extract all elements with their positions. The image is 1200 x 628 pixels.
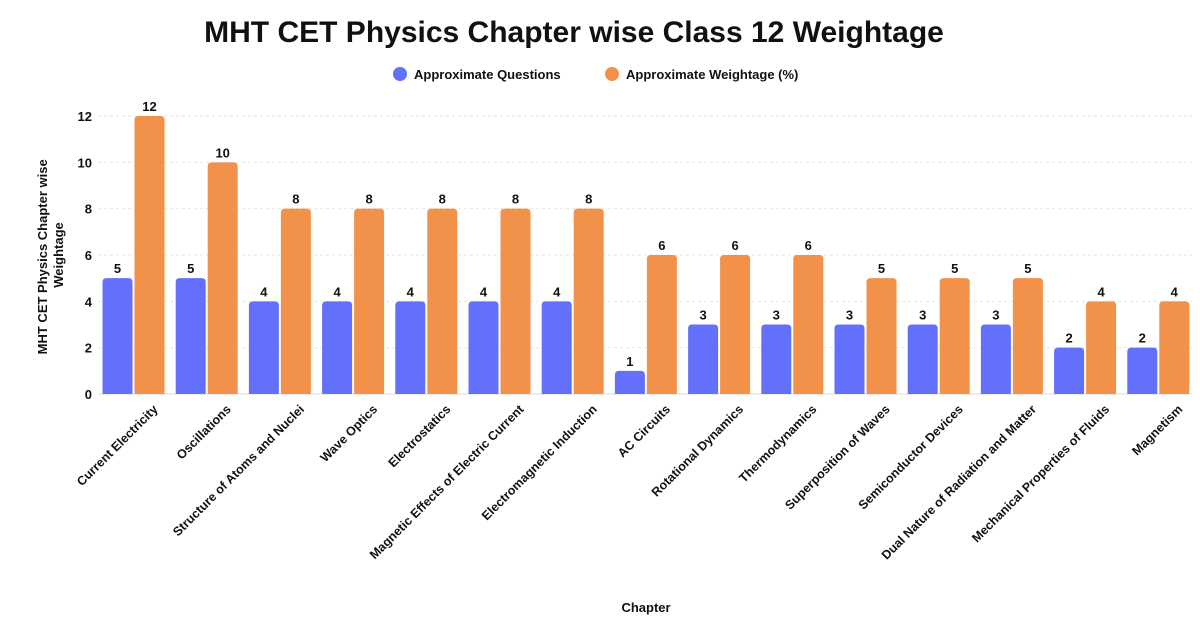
x-category-label: Wave Optics [318,402,381,465]
bar-approximate-questions [907,324,938,394]
legend-label: Approximate Weightage (%) [626,67,798,82]
legend-swatch [393,67,407,81]
y-tick-label: 6 [85,248,92,263]
data-label: 10 [215,145,229,160]
x-category-label: Dual Nature of Radiation and Matter [879,402,1039,562]
data-label: 4 [333,284,341,299]
y-tick-label: 10 [78,155,92,170]
x-category-label: Mechanical Properties of Fluids [969,402,1112,545]
legend-item: Approximate Weightage (%) [605,67,798,82]
data-label: 2 [1065,331,1072,346]
legend-label: Approximate Questions [414,67,561,82]
bar-approximate-questions [248,301,279,394]
bar-approximate-questions [322,301,353,394]
bar-approximate-questions [614,370,645,394]
bar-approximate-questions [688,324,719,394]
y-tick-label: 12 [78,109,92,124]
data-label: 3 [699,308,706,323]
chart-title: MHT CET Physics Chapter wise Class 12 We… [204,16,944,49]
data-label: 3 [773,308,780,323]
data-label: 8 [512,192,519,207]
data-label: 2 [1139,331,1146,346]
bar-approximate-weightage [939,278,970,394]
data-label: 5 [114,261,121,276]
data-label: 4 [1097,284,1105,299]
y-axis-title: MHT CET Physics Chapter wise Weightage [35,156,66,355]
bar-approximate-weightage [1159,301,1190,394]
data-label: 8 [365,192,372,207]
x-category-label: Electromagnetic Induction [479,402,600,523]
data-label: 4 [553,284,561,299]
y-axis-title-line-1: MHT CET Physics Chapter wise [35,159,50,354]
data-label: 1 [626,354,633,369]
data-label: 6 [731,238,738,253]
bar-approximate-weightage [1012,278,1043,394]
legend: Approximate Questions Approximate Weighta… [393,67,798,82]
y-axis-ticks: 0 2 4 6 8 10 12 [78,109,93,402]
bar-approximate-weightage [646,255,677,394]
y-tick-label: 0 [85,387,92,402]
bar-approximate-questions [468,301,499,394]
bar-approximate-questions [834,324,865,394]
x-axis-title: Chapter [621,600,670,615]
data-label: 8 [439,192,446,207]
y-tick-label: 8 [85,202,92,217]
x-category-label: Structure of Atoms and Nuclei [170,402,307,539]
x-category-label: Electrostatics [386,402,454,470]
bar-approximate-weightage [793,255,824,394]
data-label: 4 [407,284,415,299]
data-label: 3 [846,308,853,323]
bar-approximate-questions [541,301,572,394]
y-tick-label: 2 [85,341,92,356]
data-labels: 5 12 5 10 4 8 4 8 4 8 4 8 4 8 1 6 3 6 3 6 3 5 3 5 3 5 2 4 2 4 [114,99,1179,369]
x-category-label: AC Circuits [615,402,673,460]
data-label: 8 [585,192,592,207]
data-label: 3 [919,308,926,323]
bar-approximate-questions [1127,347,1158,394]
data-label: 6 [805,238,812,253]
data-label: 5 [187,261,194,276]
bars [102,116,1190,394]
bar-approximate-questions [102,278,133,394]
x-axis-categories: Current Electricity OscillationsStructure… [74,402,1185,563]
x-category-label: Magnetic Effects of Electric Current [367,402,527,562]
x-category-label: Current Electricity [74,402,161,489]
x-category-label: Magnetism [1129,402,1185,458]
data-label: 4 [480,284,488,299]
bar-approximate-questions [395,301,426,394]
data-label: 4 [260,284,268,299]
bar-approximate-weightage [720,255,751,394]
bar-approximate-weightage [866,278,897,394]
data-label: 6 [658,238,665,253]
bar-approximate-questions [1054,347,1085,394]
bar-approximate-weightage [1086,301,1117,394]
bar-approximate-weightage [207,162,238,394]
y-axis-title-line-2: Weightage [51,222,66,288]
bar-approximate-questions [980,324,1011,394]
bar-approximate-weightage [500,208,531,394]
legend-item: Approximate Questions [393,67,561,82]
bar-approximate-questions [761,324,792,394]
data-label: 12 [142,99,156,114]
data-label: 5 [878,261,885,276]
y-tick-label: 4 [85,294,93,309]
bar-approximate-weightage [134,116,165,394]
bar-approximate-questions [175,278,206,394]
bar-approximate-weightage [573,208,604,394]
data-label: 5 [1024,261,1031,276]
bar-approximate-weightage [280,208,311,394]
data-label: 5 [951,261,958,276]
data-label: 8 [292,192,299,207]
legend-swatch [605,67,619,81]
x-category-label: Oscillations [174,402,234,462]
data-label: 4 [1171,284,1179,299]
bar-approximate-weightage [354,208,385,394]
x-category-label: Thermodynamics [736,402,819,485]
bar-approximate-weightage [427,208,458,394]
data-label: 3 [992,308,999,323]
